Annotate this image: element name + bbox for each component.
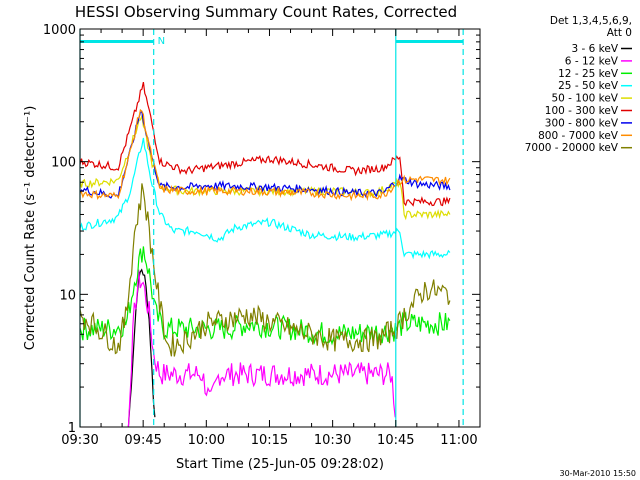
legend-label: 7000 - 20000 keV (525, 142, 619, 154)
x-tick-label: 09:30 (61, 433, 98, 448)
x-tick-label: 10:30 (314, 433, 351, 448)
marker-layer: N (79, 29, 464, 427)
series-line-25-50 (80, 137, 451, 260)
y-tick-label: 10 (59, 288, 76, 303)
x-tick-label: 11:00 (440, 433, 477, 448)
plot-frame (79, 28, 481, 428)
x-tick-label: 09:45 (124, 433, 161, 448)
legend-label: 25 - 50 keV (558, 80, 619, 92)
series-layer (80, 81, 451, 427)
legend-label: 800 - 7000 keV (538, 130, 619, 142)
series-line-6-12 (127, 269, 396, 427)
series-line-12-25 (80, 246, 451, 346)
series-line-300-800 (80, 110, 451, 199)
legend-label: 3 - 6 keV (571, 43, 618, 55)
legend-label: 12 - 25 keV (558, 68, 619, 80)
series-line-100-300 (80, 81, 451, 207)
night-bar (80, 40, 154, 43)
y-tick-label: 1 (68, 421, 76, 436)
footer-date: 30-Mar-2010 15:50 (560, 469, 637, 478)
legend-label: 300 - 800 keV (545, 117, 619, 129)
night-bar (395, 40, 464, 43)
chart-title: HESSI Observing Summary Count Rates, Cor… (75, 3, 457, 21)
legend-header: Det 1,3,4,5,6,9, (550, 15, 632, 27)
legend-header: Att 0 (607, 27, 632, 39)
legend-label: 100 - 300 keV (545, 105, 619, 117)
y-axis-label-text: Corrected Count Rate (s⁻¹ detector⁻¹) (23, 106, 38, 351)
x-tick-label: 10:15 (251, 433, 288, 448)
x-tick-label: 10:45 (377, 433, 414, 448)
y-tick-label: 100 (51, 156, 76, 171)
legend-label: 50 - 100 keV (551, 93, 618, 105)
x-axis-label: Start Time (25-Jun-05 09:28:02) (176, 457, 384, 472)
marker-label: N (158, 36, 165, 47)
series-line-800-7000 (80, 108, 451, 202)
series-line-7000-20000 (80, 183, 451, 357)
y-axis-label: Corrected Count Rate (s⁻¹ detector⁻¹) (23, 106, 38, 351)
legend-label: 6 - 12 keV (565, 55, 619, 67)
series-line-3-6 (127, 268, 156, 427)
y-tick-label: 1000 (43, 23, 76, 38)
x-tick-label: 10:00 (188, 433, 225, 448)
axis-ticks: 09:30 09:45 10:00 10:15 10:30 10:45 11:00 1 10 10… (43, 23, 480, 448)
